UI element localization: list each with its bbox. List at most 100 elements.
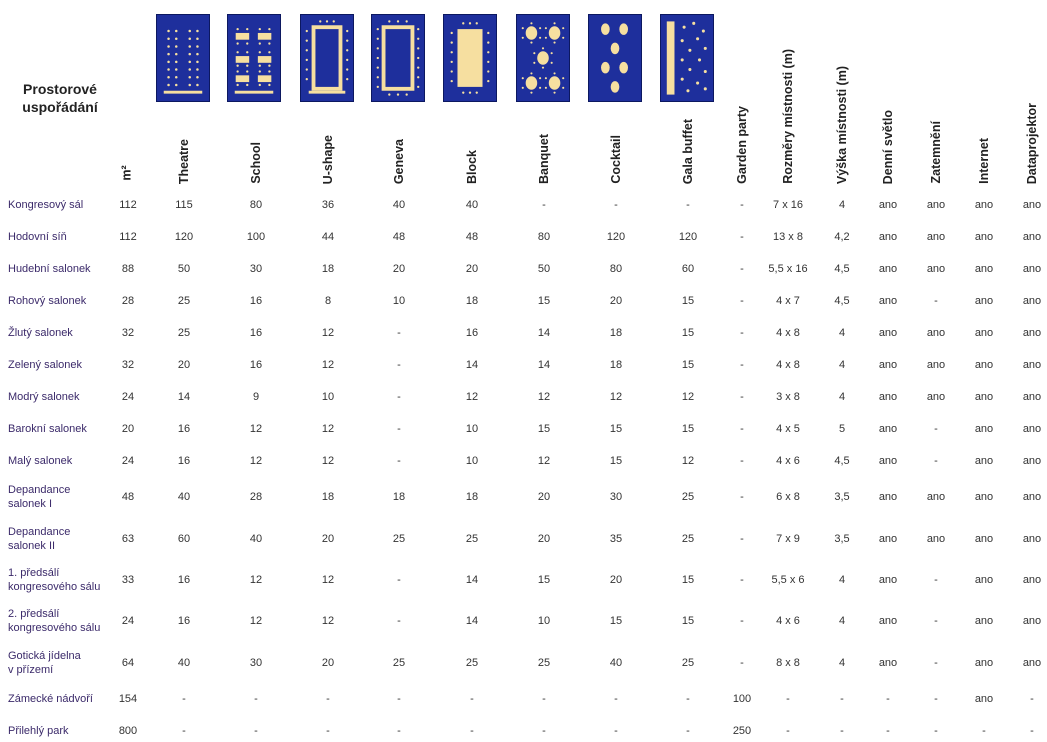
column-header-svetlo: Denní světlo [881,109,895,184]
row-label: 1. předsálí kongresového sálu [8,567,101,593]
cell-svetlo: ano [878,263,898,275]
cell-gala: 60 [681,263,695,275]
cell-cocktail: - [614,199,618,211]
row-label: Hodovní síň [8,231,67,243]
cell-block: 18 [465,295,479,307]
column-header-cocktail: Cocktail [609,135,623,184]
cell-cocktail: 40 [609,657,623,669]
block-layout-icon [443,14,497,102]
cell-theatre: - [182,693,186,705]
row-label: Gotická jídelna v přízemí [8,650,81,676]
cell-garden: - [740,199,744,211]
column-header-zatemneni: Zatemnění [929,121,943,184]
cell-banquet: - [542,199,546,211]
cell-rozmery: 4 x 8 [776,359,800,371]
cell-banquet: - [542,725,546,737]
area-header: m² [120,165,134,181]
cell-geneva: - [397,391,401,403]
cell-internet: ano [974,359,994,371]
row-label: Přilehlý park [8,725,69,737]
area-cell: 63 [121,533,135,545]
cell-internet: ano [974,231,994,243]
row-label: Depandance salonek II [8,526,71,552]
cell-ushape: 12 [321,615,335,627]
cell-cocktail: 12 [609,391,623,403]
page-title: Prostorové uspořádání [22,81,98,115]
cell-school: 100 [246,231,266,243]
cell-school: 12 [249,615,263,627]
cell-cocktail: 35 [609,533,623,545]
cell-cocktail: 15 [609,455,623,467]
cell-banquet: 80 [537,231,551,243]
cell-garden: - [740,295,744,307]
area-cell: 112 [119,199,137,211]
cell-svetlo: ano [878,533,898,545]
cell-svetlo: ano [878,327,898,339]
cell-cocktail: 18 [609,359,623,371]
cell-internet: ano [974,574,994,586]
cell-rozmery: - [786,693,790,705]
cell-rozmery: 3 x 8 [776,391,800,403]
cell-cocktail: 20 [609,295,623,307]
cell-theatre: 120 [174,231,194,243]
row-label: Malý salonek [8,455,73,467]
cell-school: - [254,693,258,705]
cell-geneva: 40 [392,199,406,211]
cell-zatemneni: ano [926,533,946,545]
cell-theatre: 25 [177,295,191,307]
cell-banquet: 15 [537,295,551,307]
cell-garden: - [740,359,744,371]
area-cell: 24 [121,615,135,627]
cell-geneva: 25 [392,657,406,669]
cell-dataprojektor: ano [1022,423,1042,435]
cell-banquet: - [542,693,546,705]
cell-school: 28 [249,491,263,503]
cell-school: 12 [249,574,263,586]
cell-svetlo: ano [878,491,898,503]
cell-theatre: 50 [177,263,191,275]
area-cell: 64 [121,657,135,669]
cell-rozmery: 8 x 8 [776,657,800,669]
cell-svetlo: ano [878,391,898,403]
cell-internet: ano [974,423,994,435]
cell-garden: - [740,657,744,669]
area-cell: 48 [121,491,135,503]
cell-internet: ano [974,455,994,467]
column-header-gala: Gala buffet [681,118,695,184]
cell-gala: - [686,199,690,211]
area-cell: 112 [119,231,137,243]
cell-vyska: 4,5 [834,295,850,307]
cell-block: - [470,693,474,705]
cell-theatre: 40 [177,491,191,503]
cell-ushape: 20 [321,533,335,545]
cell-gala: 15 [681,423,695,435]
area-cell: 88 [121,263,135,275]
cell-internet: ano [974,657,994,669]
column-header-internet: Internet [977,138,991,184]
column-header-banquet: Banquet [537,134,551,184]
row-label: 2. předsálí kongresového sálu [8,608,101,634]
cell-cocktail: 15 [609,615,623,627]
area-cell: 28 [121,295,135,307]
cell-garden: - [740,574,744,586]
cell-gala: 12 [681,391,695,403]
cell-internet: ano [974,263,994,275]
cell-dataprojektor: ano [1022,455,1042,467]
cell-internet: ano [974,491,994,503]
school-layout-icon [227,14,281,102]
cell-gala: 12 [681,455,695,467]
cell-svetlo: ano [878,574,898,586]
cell-school: 16 [249,327,263,339]
cell-internet: ano [974,533,994,545]
cell-theatre: 25 [177,327,191,339]
cell-dataprojektor: ano [1022,359,1042,371]
cell-dataprojektor: ano [1022,657,1042,669]
cell-banquet: 15 [537,574,551,586]
cell-vyska: 4 [838,199,846,211]
cell-zatemneni: ano [926,199,946,211]
cell-internet: ano [974,391,994,403]
row-label: Modrý salonek [8,391,80,403]
cell-banquet: 12 [537,455,551,467]
cell-geneva: 18 [392,491,406,503]
cell-zatemneni: ano [926,231,946,243]
